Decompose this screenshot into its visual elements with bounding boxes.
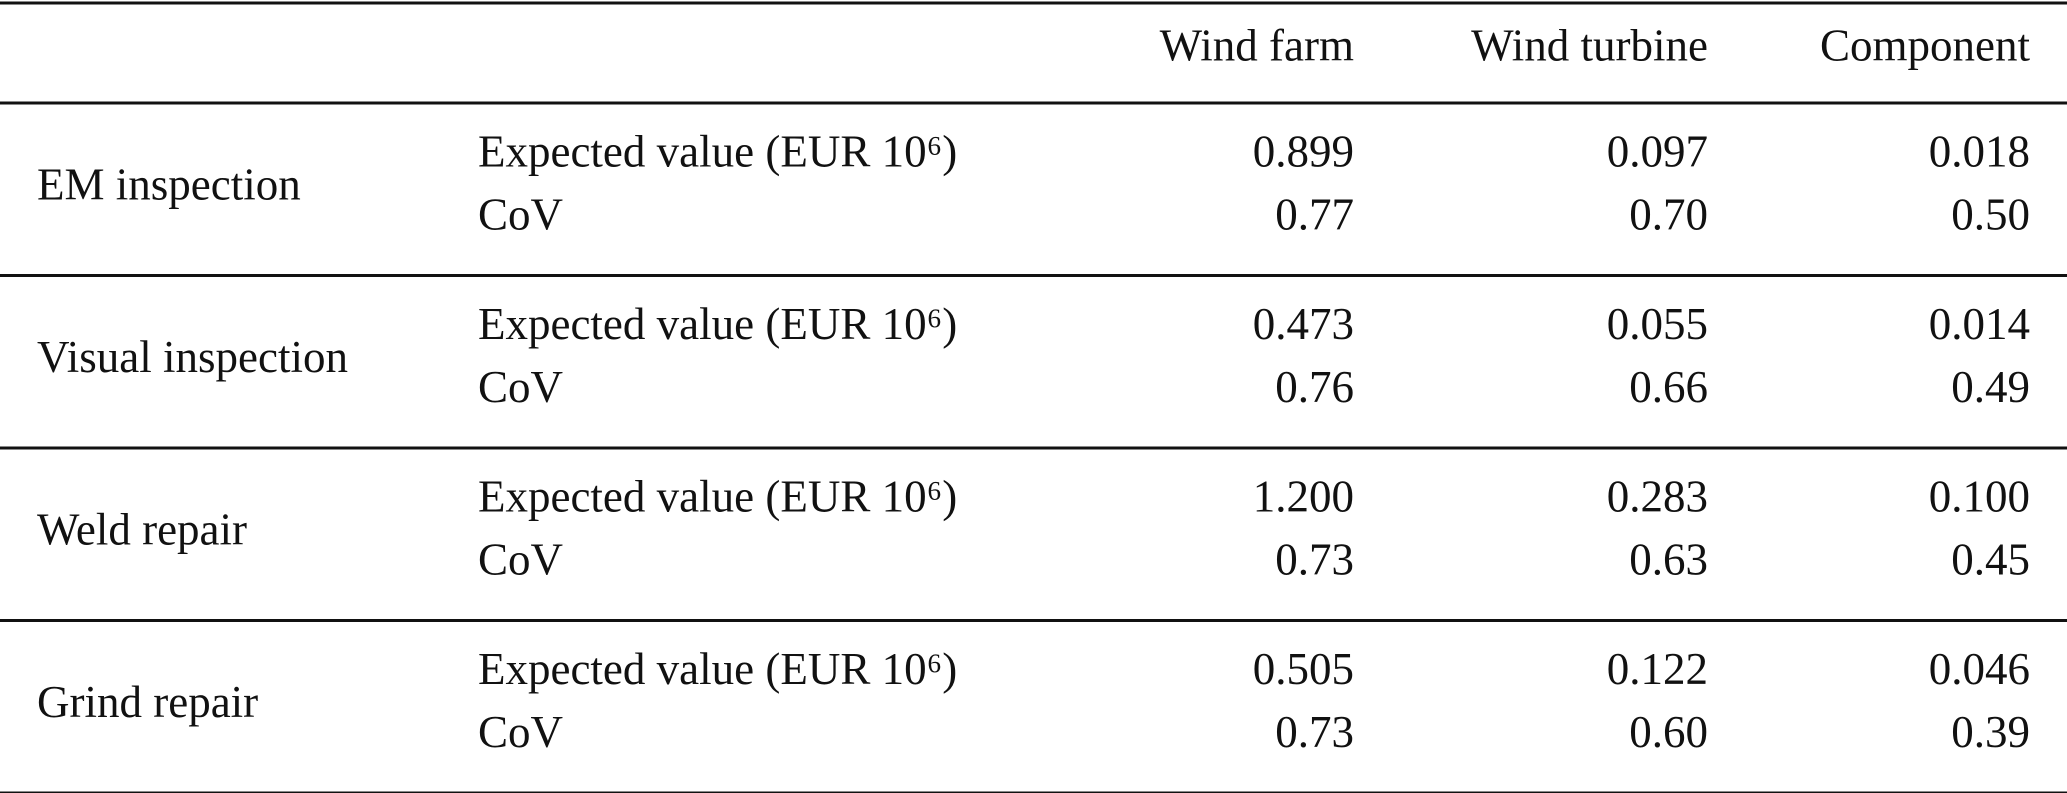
- cell-value: 0.122: [1607, 644, 1708, 694]
- cell-value: 0.283: [1607, 471, 1708, 521]
- cell-value: 0.39: [1951, 707, 2030, 757]
- group-label: Grind repair: [37, 677, 258, 727]
- column-header: Wind farm: [1160, 20, 1354, 70]
- cell-value: 0.018: [1929, 126, 2030, 176]
- group-label: EM inspection: [37, 159, 301, 209]
- cell-value: 0.046: [1929, 644, 2030, 694]
- cell-value: 0.097: [1607, 126, 1708, 176]
- measure-label: CoV: [478, 362, 563, 412]
- measure-label: Expected value (EUR 10⁶): [478, 126, 957, 176]
- group-label: Visual inspection: [37, 332, 348, 382]
- cell-value: 0.60: [1629, 707, 1708, 757]
- column-header: Component: [1820, 20, 2030, 70]
- cell-value: 0.50: [1951, 189, 2030, 239]
- cell-value: 1.200: [1253, 471, 1354, 521]
- cell-value: 0.70: [1629, 189, 1708, 239]
- cell-value: 0.899: [1253, 126, 1354, 176]
- cell-value: 0.73: [1275, 534, 1354, 584]
- measure-label: Expected value (EUR 10⁶): [478, 471, 957, 521]
- measure-label: CoV: [478, 707, 563, 757]
- measure-label: CoV: [478, 189, 563, 239]
- cell-value: 0.63: [1629, 534, 1708, 584]
- cell-value: 0.505: [1253, 644, 1354, 694]
- column-header: Wind turbine: [1471, 20, 1708, 70]
- cell-value: 0.73: [1275, 707, 1354, 757]
- cell-value: 0.014: [1929, 299, 2030, 349]
- cell-value: 0.66: [1629, 362, 1708, 412]
- cell-value: 0.100: [1929, 471, 2030, 521]
- cell-value: 0.77: [1275, 189, 1354, 239]
- cell-value: 0.473: [1253, 299, 1354, 349]
- group-label: Weld repair: [37, 504, 247, 554]
- measure-label: Expected value (EUR 10⁶): [478, 299, 957, 349]
- measure-label: CoV: [478, 534, 563, 584]
- cell-value: 0.055: [1607, 299, 1708, 349]
- cell-value: 0.49: [1951, 362, 2030, 412]
- cell-value: 0.76: [1275, 362, 1354, 412]
- measure-label: Expected value (EUR 10⁶): [478, 644, 957, 694]
- cell-value: 0.45: [1951, 534, 2030, 584]
